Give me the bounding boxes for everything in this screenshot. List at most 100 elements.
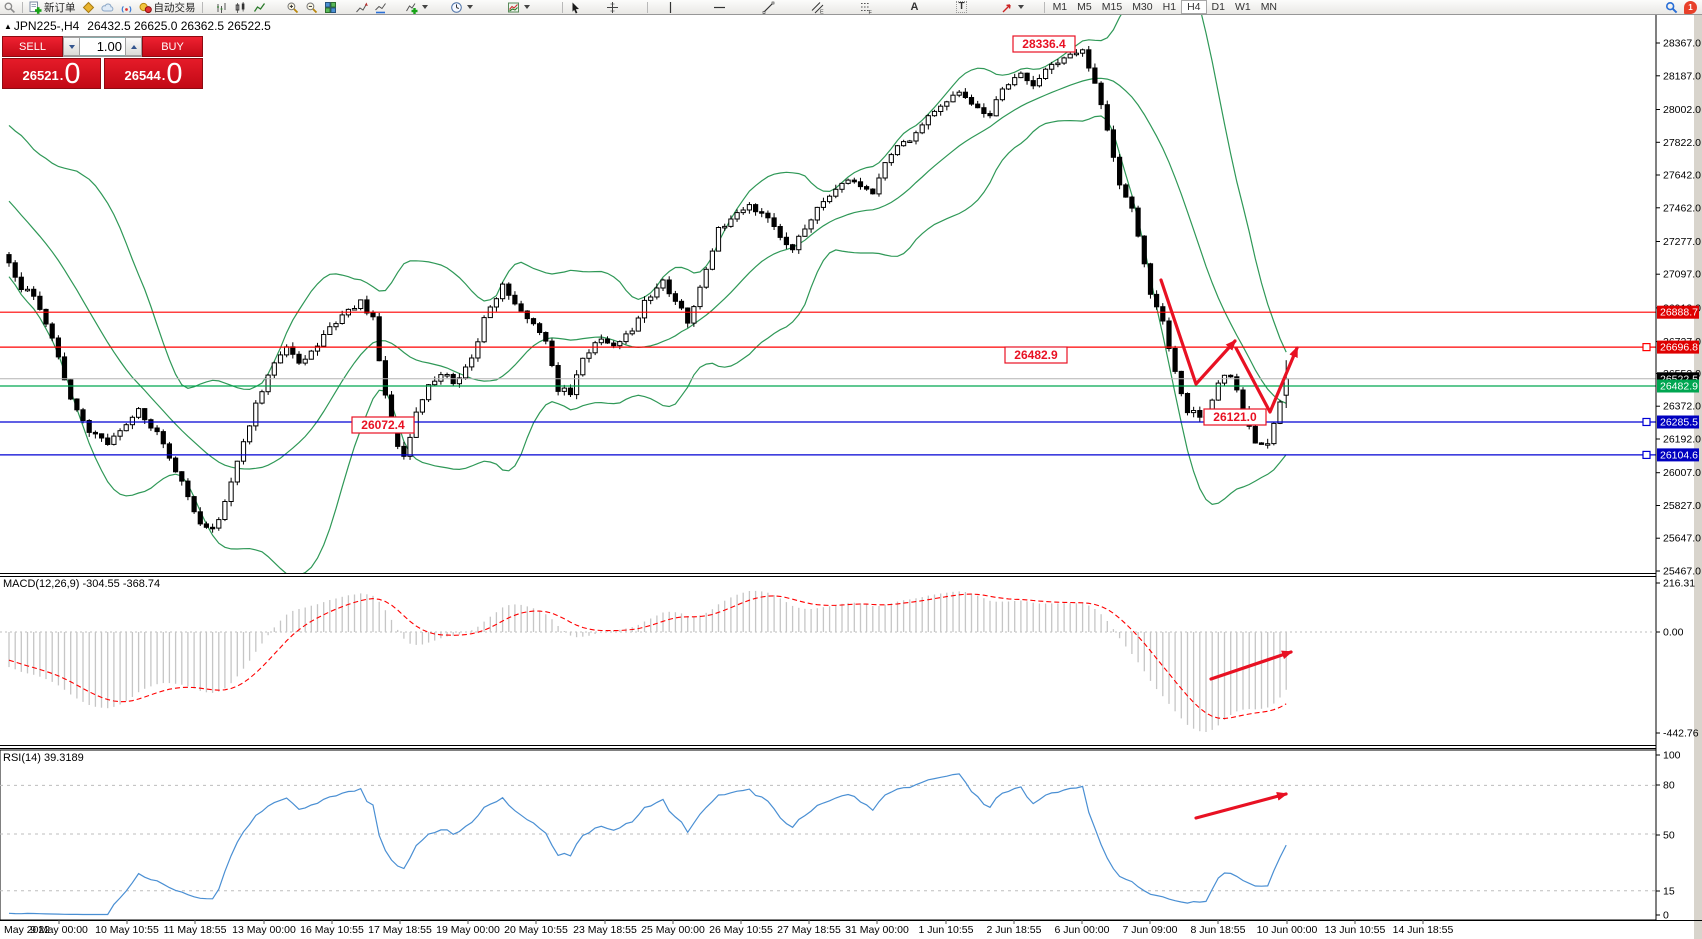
cursor-tool[interactable] <box>566 0 585 14</box>
channel-tool[interactable]: E <box>808 0 827 14</box>
price-annotation[interactable]: 26072.4 <box>351 416 415 434</box>
candle-body <box>284 346 290 356</box>
timeframe-m5[interactable]: M5 <box>1077 1 1092 13</box>
candle-chart-icon[interactable] <box>231 0 250 14</box>
signal-icon[interactable] <box>117 0 136 14</box>
rsi-axis-label: 15 <box>1663 886 1675 898</box>
hline-handle[interactable] <box>1642 343 1651 352</box>
candle-body <box>401 445 407 457</box>
up-triangle-icon: ▲ <box>4 22 12 31</box>
new-order-button[interactable]: 新订单 <box>26 0 79 14</box>
quick-search-icon[interactable] <box>0 0 19 14</box>
chart-shift-icon[interactable] <box>352 0 371 14</box>
zoom-out-icon[interactable] <box>302 0 321 14</box>
hline-handle[interactable] <box>1642 450 1651 460</box>
volume-increase-button[interactable] <box>125 37 142 56</box>
sell-button[interactable]: SELL <box>2 36 63 57</box>
candle-body <box>857 181 864 188</box>
candle-body <box>1012 77 1018 86</box>
candlestick-series[interactable] <box>6 46 1289 533</box>
toolbar-separator <box>22 1 23 13</box>
candle-body <box>123 424 129 432</box>
favorites-icon[interactable] <box>79 0 98 14</box>
candle-body <box>18 276 24 291</box>
trend-arrow-macd[interactable] <box>1209 650 1293 681</box>
trendline-tool[interactable] <box>759 0 778 14</box>
hline-handle[interactable] <box>1642 417 1651 427</box>
candle-body <box>740 209 746 214</box>
timeframe-h4[interactable]: H4 <box>1181 0 1207 14</box>
timeframe-m15[interactable]: M15 <box>1101 1 1123 13</box>
candle-body <box>271 362 277 376</box>
timeframe-mn[interactable]: MN <box>1260 1 1278 13</box>
candle-body <box>506 283 512 296</box>
candle-body <box>1258 442 1265 445</box>
timeframe-h1[interactable]: H1 <box>1162 1 1177 13</box>
fibonacci-tool[interactable]: F <box>857 0 876 14</box>
candle-body <box>142 408 148 421</box>
candle-body <box>592 342 598 354</box>
price-axis-label: 27642.0 <box>1663 170 1701 182</box>
indicators-add-icon <box>405 2 417 14</box>
candle-body <box>561 387 567 392</box>
timeframe-w1[interactable]: W1 <box>1234 1 1251 13</box>
macd-axis-label: -442.76 <box>1663 728 1699 740</box>
search-icon[interactable] <box>1662 0 1681 14</box>
vertical-line-tool[interactable] <box>661 0 680 14</box>
volume-decrease-button[interactable] <box>63 37 80 56</box>
horizontal-line-tool[interactable] <box>710 0 729 14</box>
candle-body <box>956 91 962 96</box>
text-tool[interactable]: A <box>908 0 922 14</box>
trend-arrow-main[interactable] <box>1234 346 1299 414</box>
crosshair-tool[interactable] <box>603 0 622 14</box>
chart-autoscroll-icon[interactable] <box>371 0 390 14</box>
sell-price-display[interactable]: 26521. 0 <box>2 58 101 89</box>
candle-body <box>1147 263 1154 295</box>
buy-button[interactable]: BUY <box>142 36 203 57</box>
periods-button[interactable] <box>447 0 476 14</box>
new-order-icon <box>29 1 42 14</box>
candle-body <box>43 308 49 325</box>
bollinger-lower-band <box>8 115 1287 573</box>
candle-body <box>308 350 314 360</box>
candle-body <box>722 225 728 229</box>
trend-arrow-rsi[interactable] <box>1194 791 1288 820</box>
candle-body <box>728 218 734 227</box>
candle-body <box>987 113 993 117</box>
candle-body <box>1129 196 1135 209</box>
tile-windows-icon[interactable] <box>321 0 340 14</box>
buy-price-display[interactable]: 26544. 0 <box>104 58 203 89</box>
bar-chart-icon[interactable] <box>212 0 231 14</box>
text-label-tool[interactable]: T <box>953 0 969 14</box>
volume-input[interactable] <box>80 37 125 56</box>
timeframe-d1[interactable]: D1 <box>1211 1 1225 13</box>
auto-trading-button[interactable]: 自动交易 <box>136 0 199 14</box>
candle-body <box>31 288 37 297</box>
time-axis-label: 6 Jun 00:00 <box>1055 924 1110 936</box>
candle-body <box>697 286 703 308</box>
trend-arrow-main[interactable] <box>1159 278 1237 386</box>
candle-body <box>629 330 635 335</box>
text-label-tool-icon: T <box>956 1 967 13</box>
timeframe-m30[interactable]: M30 <box>1132 1 1153 13</box>
chat-notification-icon[interactable]: 1 <box>1681 0 1700 14</box>
zoom-in-icon[interactable] <box>283 0 302 14</box>
line-chart-icon[interactable] <box>250 0 269 14</box>
new-order-label: 新订单 <box>44 1 76 14</box>
candle-body <box>796 235 802 251</box>
candle-body <box>950 94 956 103</box>
candle-body <box>1172 348 1178 372</box>
cloud-icon[interactable] <box>98 0 117 14</box>
candle-body <box>370 312 376 318</box>
price-annotation[interactable]: 28336.4 <box>1012 35 1076 53</box>
indicators-add-button[interactable] <box>402 0 431 14</box>
price-annotation[interactable]: 26121.0 <box>1203 408 1267 426</box>
candle-body <box>358 299 364 309</box>
candle-body <box>413 411 419 438</box>
templates-button[interactable] <box>504 0 533 14</box>
timeframe-m1[interactable]: M1 <box>1052 1 1068 13</box>
price-annotation[interactable]: 26482.9 <box>1004 346 1068 364</box>
arrows-tool[interactable] <box>998 0 1027 14</box>
